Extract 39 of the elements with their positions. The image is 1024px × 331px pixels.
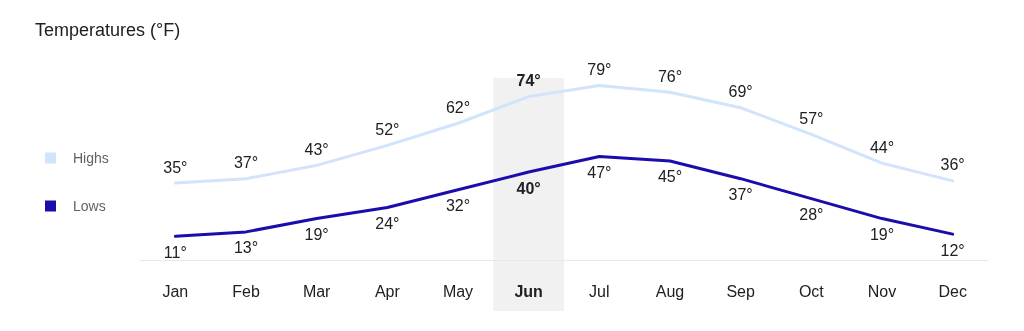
- legend-label: Highs: [73, 150, 109, 166]
- x-tick-label: Sep: [726, 282, 755, 300]
- x-tick-label: Feb: [232, 282, 260, 300]
- data-label: 11°: [163, 243, 187, 261]
- data-label: 28°: [799, 206, 824, 224]
- x-tick-label: Jul: [589, 282, 610, 300]
- data-label: 19°: [869, 226, 895, 244]
- chart-title: Temperatures (°F): [35, 20, 181, 40]
- data-label: 35°: [163, 158, 188, 176]
- data-label: 45°: [657, 168, 683, 186]
- data-label: 44°: [869, 138, 895, 156]
- x-tick-label: Jun: [514, 282, 543, 300]
- data-label: 19°: [304, 226, 329, 244]
- data-label: 32°: [445, 197, 471, 215]
- data-label: 79°: [587, 61, 612, 79]
- data-label: 13°: [233, 239, 259, 257]
- x-tick-label: Mar: [302, 282, 332, 300]
- x-tick-label: Nov: [867, 282, 897, 300]
- data-label: 24°: [375, 215, 400, 232]
- x-tick-label: Apr: [374, 282, 401, 300]
- legend-label: Lows: [73, 198, 106, 214]
- x-tick-label: Oct: [798, 282, 825, 300]
- data-label: 40°: [516, 179, 541, 197]
- data-label: 47°: [587, 164, 612, 181]
- data-label: 37°: [728, 186, 753, 204]
- x-tick-label: Aug: [655, 282, 685, 300]
- x-tick-label: May: [442, 282, 474, 300]
- data-label: 57°: [799, 109, 824, 127]
- data-label: 76°: [657, 67, 683, 85]
- data-label: 69°: [728, 83, 753, 101]
- data-label: 43°: [304, 140, 329, 158]
- x-tick-label: Dec: [938, 282, 967, 300]
- data-label: 62°: [445, 98, 471, 116]
- data-label: 52°: [375, 120, 400, 138]
- data-label: 37°: [233, 154, 259, 172]
- data-label: 74°: [516, 72, 541, 90]
- x-tick-label: Jan: [162, 282, 189, 300]
- data-label: 12°: [940, 241, 965, 259]
- data-label: 36°: [940, 156, 965, 174]
